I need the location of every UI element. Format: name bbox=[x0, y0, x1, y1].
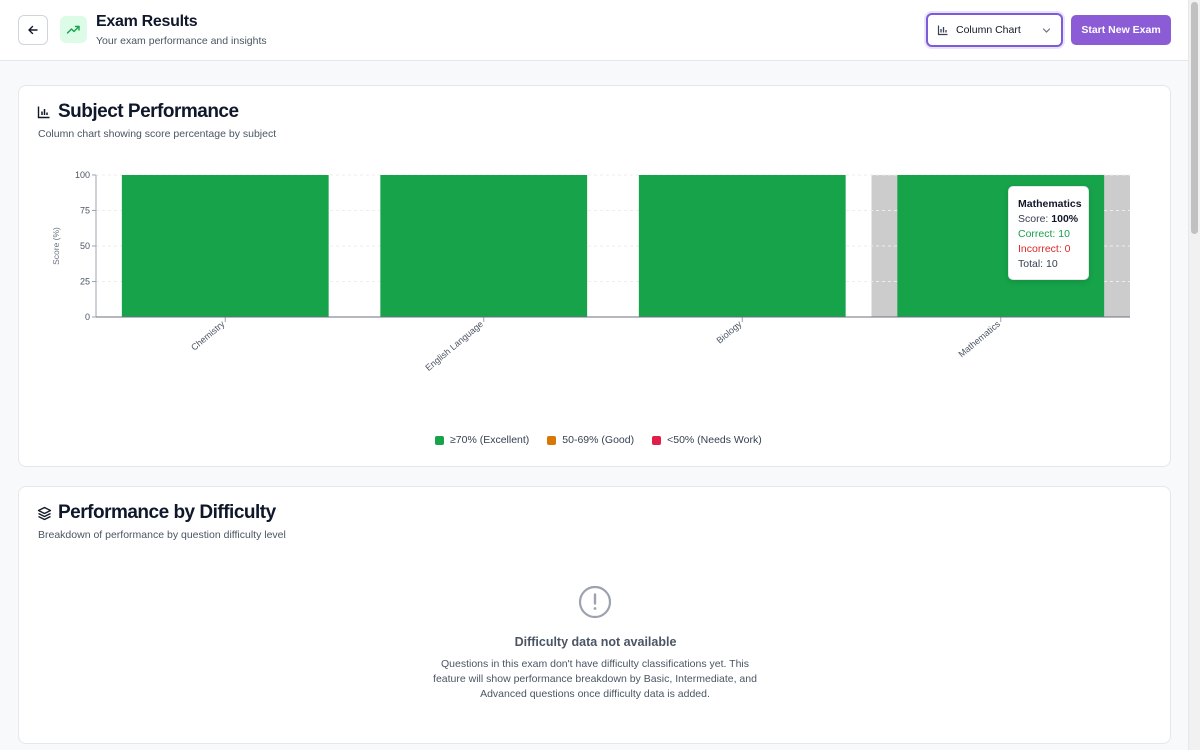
subject-performance-chart: 0 25 50 75 100 Chemistry English Language Biolo… bbox=[51, 170, 1130, 373]
page-subtitle: Your exam performance and insights bbox=[96, 35, 267, 47]
legend-label: ≥70% (Excellent) bbox=[450, 434, 530, 446]
back-button[interactable] bbox=[18, 15, 48, 45]
card-subtitle: Breakdown of performance by question dif… bbox=[38, 529, 286, 541]
x-tick-label: Mathematics bbox=[957, 319, 1003, 360]
scroll-thumb[interactable] bbox=[1191, 2, 1198, 234]
y-tick-label: 100 bbox=[75, 170, 90, 180]
bar-chart-icon bbox=[937, 25, 948, 36]
y-tick-label: 25 bbox=[80, 277, 90, 287]
chart-type-select-value: Column Chart bbox=[956, 24, 1021, 36]
tooltip-incorrect: Incorrect: 0 bbox=[1018, 243, 1071, 255]
bar bbox=[121, 175, 329, 317]
chevron-down-icon bbox=[1042, 28, 1051, 33]
legend-label: 50-69% (Good) bbox=[562, 434, 635, 446]
y-tick-label: 75 bbox=[80, 206, 90, 216]
tooltip-correct: Correct: 10 bbox=[1018, 228, 1070, 240]
chart-type-select[interactable]: Column Chart bbox=[926, 13, 1063, 47]
bar-chart-icon bbox=[37, 106, 50, 119]
x-tick-label: Biology bbox=[714, 319, 743, 346]
layers-icon bbox=[37, 506, 52, 521]
card-title: Performance by Difficulty bbox=[58, 502, 276, 523]
bar bbox=[638, 175, 846, 317]
page-title: Exam Results bbox=[96, 13, 198, 30]
x-tick-label: English Language bbox=[423, 319, 485, 373]
empty-state-description: Questions in this exam don't have diffic… bbox=[433, 658, 757, 700]
y-tick-label: 50 bbox=[80, 241, 90, 251]
page-scrollbar[interactable] bbox=[1188, 0, 1200, 750]
tooltip-total: Total: 10 bbox=[1018, 258, 1058, 270]
legend-item-excellent[interactable]: ≥70% (Excellent) bbox=[435, 434, 529, 446]
legend-swatch bbox=[435, 435, 444, 445]
legend-swatch bbox=[547, 435, 557, 445]
start-new-exam-button[interactable]: Start New Exam bbox=[1071, 15, 1171, 45]
empty-state-title: Difficulty data not available bbox=[514, 635, 677, 649]
subject-performance-card: Subject Performance Column chart showing… bbox=[18, 85, 1171, 467]
difficulty-performance-card: Performance by Difficulty Breakdown of p… bbox=[18, 486, 1171, 744]
legend-item-good[interactable]: 50-69% (Good) bbox=[547, 434, 634, 446]
legend-item-needs-work[interactable]: <50% (Needs Work) bbox=[652, 434, 762, 446]
card-subtitle: Column chart showing score percentage by… bbox=[38, 128, 277, 140]
chart-tooltip: Mathematics Score: 100% Correct: 10 Inco… bbox=[1008, 186, 1089, 280]
app-header: Exam Results Your exam performance and i… bbox=[0, 0, 1188, 61]
tooltip-title: Mathematics bbox=[1018, 198, 1082, 210]
x-tick-label: Chemistry bbox=[189, 319, 227, 353]
alert-circle-icon bbox=[578, 585, 612, 619]
tooltip-score: Score: 100% bbox=[1018, 213, 1079, 225]
chart-legend: ≥70% (Excellent) 50-69% (Good) <50% (Nee… bbox=[435, 434, 762, 446]
y-tick-label: 0 bbox=[85, 312, 90, 322]
trending-up-icon bbox=[60, 16, 87, 43]
legend-swatch bbox=[652, 435, 662, 445]
arrow-left-icon bbox=[28, 25, 38, 35]
card-title: Subject Performance bbox=[58, 101, 239, 122]
bar bbox=[380, 175, 588, 317]
legend-label: <50% (Needs Work) bbox=[667, 434, 762, 446]
y-axis-label: Score (%) bbox=[51, 227, 61, 265]
